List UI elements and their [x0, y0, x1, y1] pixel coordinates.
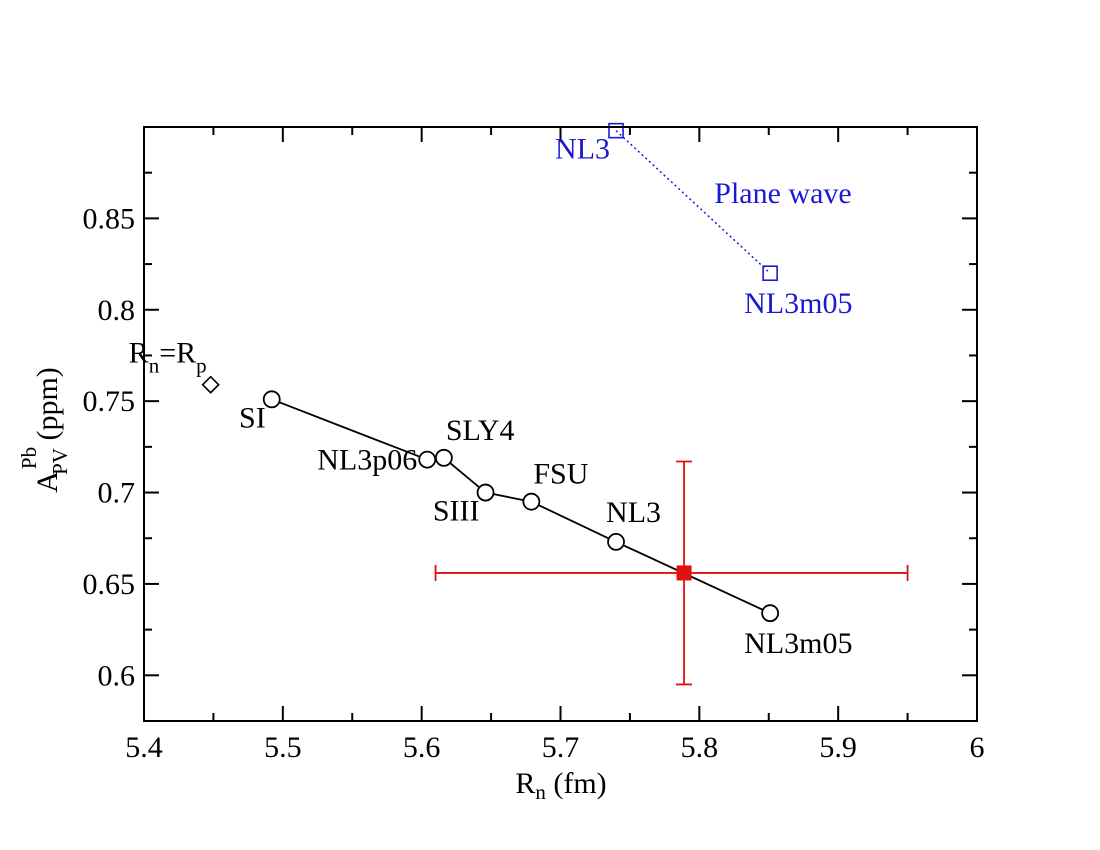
point-labels: SI NL3p06 SLY4 SIII FSU NL3 NL3m05 NL3 NL3m05 Rn=… — [129, 133, 853, 661]
point-label: NL3m05 — [744, 287, 852, 320]
x-tick-label: 5.5 — [264, 731, 302, 764]
model-fit-line — [271, 398, 771, 614]
y-axis-label: APb PV (ppm) — [17, 367, 72, 493]
model-point — [761, 604, 780, 623]
point-label: SI — [239, 401, 266, 434]
x-tick-label: 5.9 — [819, 731, 857, 764]
model-point — [434, 448, 453, 467]
plane-wave-point — [762, 265, 778, 282]
point-label: SIII — [433, 495, 480, 528]
model-point — [522, 492, 541, 511]
point-label: NL3 — [555, 133, 610, 166]
x-tick-label: 5.6 — [403, 731, 441, 764]
x-tick-labels: 5.4 5.5 5.6 5.7 5.8 5.9 6 — [125, 731, 984, 764]
model-point — [418, 450, 437, 469]
plane-wave-point — [608, 122, 624, 139]
x-tick-label: 5.8 — [681, 731, 719, 764]
plane-wave-annotation: Plane wave — [714, 177, 851, 210]
model-point — [476, 483, 495, 502]
plot-frame — [143, 126, 978, 722]
point-label: Rn=Rp — [129, 337, 207, 378]
y-tick-label: 0.6 — [98, 659, 136, 692]
model-point — [607, 532, 625, 551]
x-tick-label: 6 — [970, 731, 985, 764]
error-bars — [434, 460, 909, 686]
point-label: FSU — [533, 458, 588, 491]
y-tick-label: 0.7 — [98, 477, 136, 510]
x-axis-label: Rn (fm) — [515, 767, 606, 804]
y-tick-label: 0.8 — [98, 294, 136, 327]
series-lines — [271, 130, 771, 614]
point-label: SLY4 — [446, 414, 515, 447]
experiment-point — [676, 565, 692, 581]
y-tick-label: 0.65 — [83, 568, 136, 601]
model-point — [262, 390, 281, 409]
point-label: NL3 — [606, 496, 661, 529]
y-tick-label: 0.75 — [83, 385, 136, 418]
reference-point — [201, 375, 220, 394]
x-tick-label: 5.7 — [542, 731, 580, 764]
data-markers — [201, 122, 780, 623]
x-tick-label: 5.4 — [125, 731, 163, 764]
point-label: NL3p06 — [317, 444, 417, 477]
y-tick-label: 0.85 — [83, 202, 136, 235]
y-tick-labels: 0.6 0.65 0.7 0.75 0.8 0.85 — [83, 202, 136, 692]
point-label: NL3m05 — [744, 627, 852, 660]
